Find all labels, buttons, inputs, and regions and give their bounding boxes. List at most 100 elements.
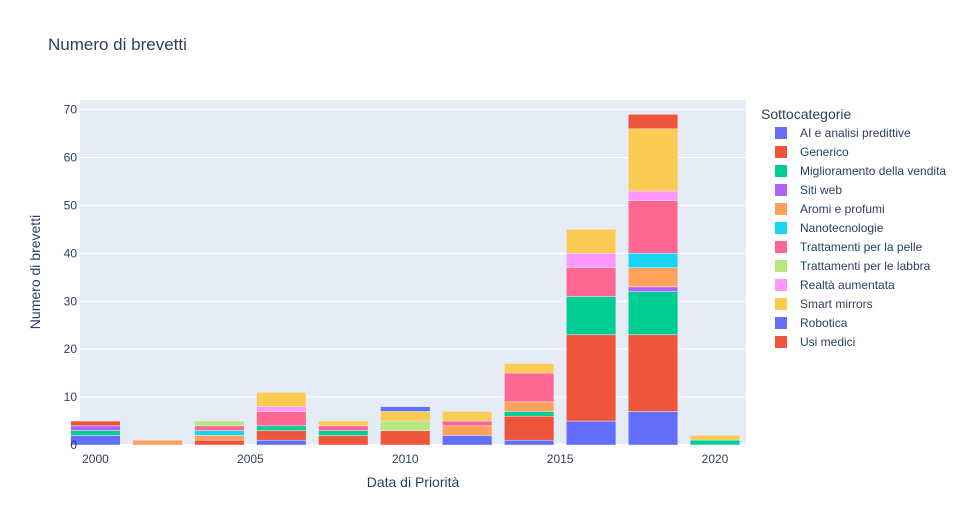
bar-segment: [566, 421, 616, 445]
bar-segment: [566, 268, 616, 297]
legend-item[interactable]: Smart mirrors: [775, 297, 873, 311]
legend-label: Smart mirrors: [800, 297, 873, 311]
bar-segment: [504, 411, 554, 416]
bar-segment: [566, 253, 616, 267]
bar-segment: [628, 114, 678, 128]
bar-segment: [442, 421, 492, 426]
bar-segment: [504, 364, 554, 374]
legend-label: Aromi e profumi: [800, 202, 885, 216]
legend-item[interactable]: Siti web: [775, 183, 842, 197]
legend-swatch: [775, 241, 787, 253]
bar-segment: [442, 411, 492, 421]
bar-segment: [195, 440, 245, 445]
bar-segment: [195, 431, 245, 436]
x-tick-label: 2000: [82, 452, 109, 466]
legend-label: Miglioramento della vendita: [800, 164, 946, 178]
bar-segment: [628, 268, 678, 287]
bar-segment: [566, 335, 616, 421]
legend-label: Siti web: [800, 183, 842, 197]
bar-segment: [504, 440, 554, 445]
bar-segment: [690, 435, 740, 440]
legend-swatch: [775, 279, 787, 291]
bar-segment: [628, 292, 678, 335]
legend-swatch: [775, 260, 787, 272]
bar-segment: [504, 416, 554, 440]
bar-segment: [195, 435, 245, 440]
bar-segment: [628, 287, 678, 292]
legend-item[interactable]: Generico: [775, 145, 849, 159]
bar-segment: [319, 435, 369, 445]
legend-label: AI e analisi predittive: [800, 126, 911, 140]
legend-item[interactable]: AI e analisi predittive: [775, 126, 911, 140]
bar-segment: [628, 129, 678, 191]
legend-swatch: [775, 165, 787, 177]
bar-segment: [380, 411, 430, 421]
bar-segment: [257, 431, 307, 441]
legend-swatch: [775, 184, 787, 196]
y-tick-label: 30: [64, 294, 78, 308]
legend-swatch: [775, 146, 787, 158]
y-tick-label: 20: [64, 342, 78, 356]
bar-segment: [319, 421, 369, 426]
bar-segment: [257, 426, 307, 431]
x-tick-label: 2005: [237, 452, 264, 466]
bar-segment: [195, 421, 245, 426]
bar-segment: [319, 431, 369, 436]
legend-item[interactable]: Trattamenti per le labbra: [775, 259, 931, 273]
legend: AI e analisi predittive Generico Miglioram…: [775, 126, 946, 349]
bar-segment: [380, 407, 430, 412]
bar-segment: [504, 373, 554, 402]
bar-segment: [257, 407, 307, 412]
legend-swatch: [775, 222, 787, 234]
x-tick-label: 2010: [392, 452, 419, 466]
y-tick-label: 60: [64, 151, 78, 165]
legend-item[interactable]: Aromi e profumi: [775, 202, 885, 216]
legend-swatch: [775, 127, 787, 139]
bar-segment: [257, 392, 307, 406]
legend-label: Trattamenti per le labbra: [800, 259, 931, 273]
legend-swatch: [775, 298, 787, 310]
legend-label: Robotica: [800, 316, 848, 330]
legend-item[interactable]: Miglioramento della vendita: [775, 164, 946, 178]
bar-segment: [71, 435, 121, 445]
bar-segment: [133, 440, 183, 445]
y-tick-label: 40: [64, 246, 78, 260]
chart-title: Numero di brevetti: [48, 35, 187, 54]
y-axis-label: Numero di brevetti: [27, 215, 43, 329]
legend-item[interactable]: Usi medici: [775, 335, 855, 349]
legend-label: Usi medici: [800, 335, 855, 349]
legend-swatch: [775, 203, 787, 215]
y-tick-label: 70: [64, 103, 78, 117]
legend-swatch: [775, 317, 787, 329]
legend-label: Realtà aumentata: [800, 278, 895, 292]
bar-segment: [442, 435, 492, 445]
x-tick-label: 2015: [547, 452, 574, 466]
bar-segment: [195, 426, 245, 431]
bar-segment: [257, 411, 307, 425]
legend-item[interactable]: Realtà aumentata: [775, 278, 895, 292]
bar-segment: [504, 402, 554, 412]
bar-segment: [442, 426, 492, 436]
legend-swatch: [775, 336, 787, 348]
bar-segment: [380, 421, 430, 431]
legend-label: Generico: [800, 145, 849, 159]
bar-segment: [380, 431, 430, 445]
y-tick-labels: 010203040506070: [64, 103, 78, 452]
legend-item[interactable]: Trattamenti per la pelle: [775, 240, 923, 254]
bar-segment: [628, 253, 678, 267]
y-tick-label: 0: [70, 438, 77, 452]
legend-item[interactable]: Robotica: [775, 316, 848, 330]
x-tick-labels: 20002005201020152020: [82, 452, 729, 466]
bar-segment: [71, 431, 121, 436]
bar-segment: [71, 426, 121, 431]
legend-title: Sottocategorie: [761, 106, 851, 122]
bar-segment: [690, 440, 740, 445]
bar-segment: [566, 296, 616, 334]
legend-label: Nanotecnologie: [800, 221, 884, 235]
bar-segment: [319, 426, 369, 431]
legend-item[interactable]: Nanotecnologie: [775, 221, 884, 235]
bar-segment: [566, 229, 616, 253]
x-axis-label: Data di Priorità: [367, 474, 460, 490]
